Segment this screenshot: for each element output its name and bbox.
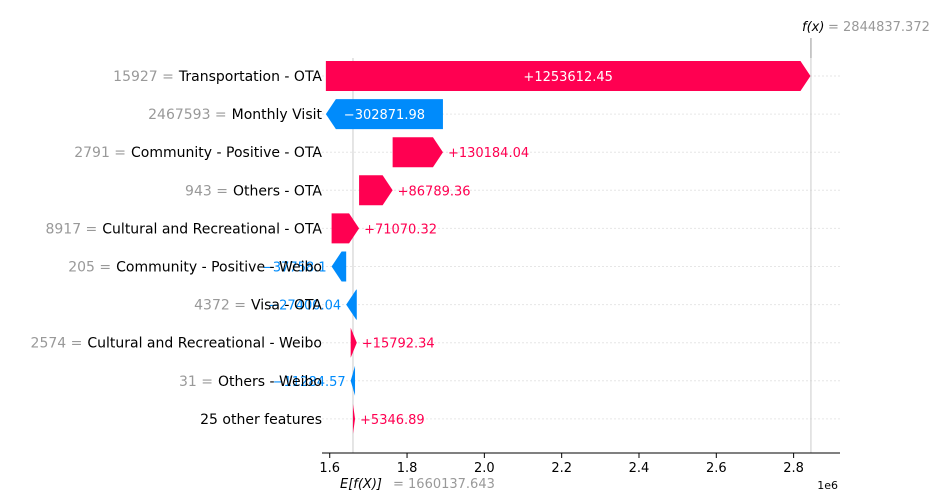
feature-value: 2467593 =: [148, 107, 227, 123]
feature-name: Transportation - OTA: [178, 69, 323, 85]
negative-bar: [331, 251, 347, 282]
positive-bar: [392, 137, 443, 168]
base-value: = 1660137.643: [393, 477, 495, 492]
feature-value: 205 =: [68, 260, 111, 276]
feature-value: 4372 =: [194, 298, 246, 314]
feature-name: Cultural and Recreational - Weibo: [87, 336, 322, 352]
bars: [325, 61, 811, 434]
feature-name: Monthly Visit: [232, 107, 323, 123]
feature-value: 31 =: [179, 374, 213, 390]
output-value: = 2844837.372: [828, 20, 930, 35]
contribution-label: +15792.34: [362, 337, 435, 352]
positive-bar: [352, 403, 356, 434]
negative-bar: [325, 99, 443, 130]
contribution-label: +5346.89: [360, 413, 425, 428]
feature-name: 25 other features: [200, 412, 322, 428]
x-axis: 1.6 1.8 2.0 2.2 2.4 2.6 2.8: [319, 452, 840, 476]
contribution-label: +86789.36: [398, 184, 471, 199]
feature-value: 15927 =: [113, 69, 174, 85]
negative-bar: [346, 289, 357, 320]
positive-bar: [331, 213, 360, 244]
base-label: E[f(X)]: [340, 477, 382, 492]
feature-value: 8917 =: [45, 221, 97, 237]
x-tick-label: 2.2: [551, 461, 572, 476]
positive-bar: [350, 327, 357, 358]
x-tick-label: 1.8: [397, 461, 418, 476]
output-label: f(x): [802, 20, 824, 35]
contribution-label: −11284.57: [273, 375, 346, 390]
contribution-label: +1253612.45: [523, 70, 612, 85]
axis-multiplier: 1e6: [817, 479, 838, 492]
contribution-label: −302871.98: [344, 108, 425, 123]
feature-value: 2574 =: [31, 336, 83, 352]
positive-bar: [325, 61, 811, 91]
x-tick-label: 2.4: [629, 461, 650, 476]
contribution-label: +130184.04: [448, 146, 529, 161]
feature-name: Others - OTA: [233, 183, 322, 199]
feature-name: Community - Positive - OTA: [131, 145, 322, 161]
contribution-label: +71070.32: [364, 222, 437, 237]
feature-name: Community - Positive - Weibo: [116, 260, 322, 276]
positive-bar: [359, 175, 393, 206]
contribution-label: −37758.1: [262, 261, 327, 276]
feature-name: Cultural and Recreational - OTA: [102, 221, 322, 237]
feature-name: Visa - OTA: [251, 298, 322, 314]
x-tick-label: 2.8: [783, 461, 804, 476]
feature-value: 2791 =: [74, 145, 126, 161]
x-tick-label: 2.0: [474, 461, 495, 476]
feature-name: Others - Weibo: [218, 374, 322, 390]
contribution-label: −27400.04: [268, 299, 341, 314]
feature-value: 943 =: [185, 183, 228, 199]
negative-bar: [350, 365, 356, 396]
x-tick-label: 1.6: [319, 461, 340, 476]
x-tick-label: 2.6: [706, 461, 727, 476]
